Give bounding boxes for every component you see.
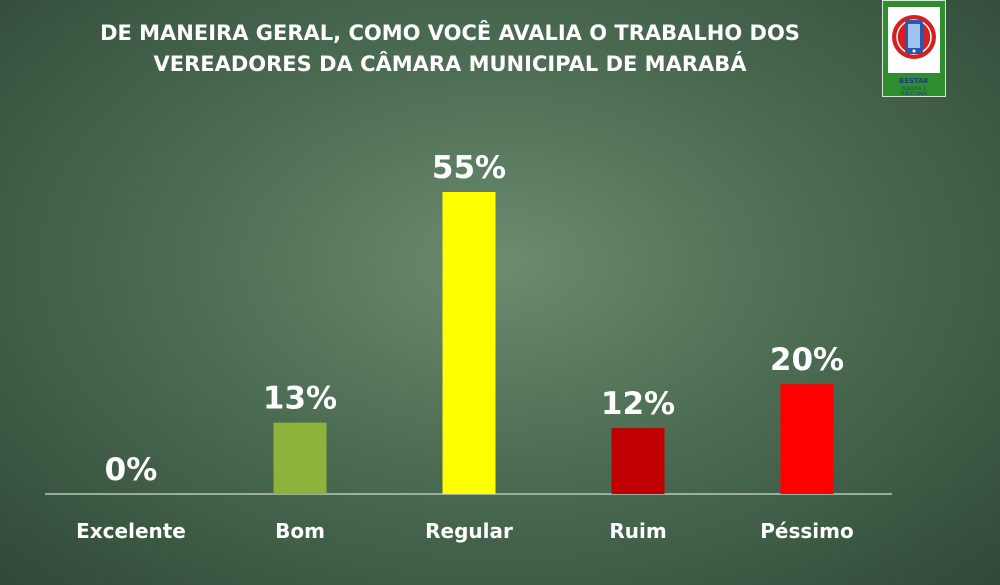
category-label-regular: Regular (425, 519, 513, 543)
logo-subtitle: PESQUISA E PUBLICIDADE (900, 86, 928, 96)
chart-title-line-1: DE MANEIRA GERAL, COMO VOCÊ AVALIA O TRA… (100, 21, 800, 45)
logo-emblem-icon (892, 15, 936, 59)
bars-group: 0% Excelente 13% Bom 55% Regular 12% Ruim 20% Pés… (76, 150, 854, 543)
value-label-pessimo: 20% (770, 342, 844, 378)
category-label-ruim: Ruim (609, 519, 666, 543)
bar-regular (442, 192, 496, 494)
bar-ruim (611, 428, 665, 494)
category-label-pessimo: Péssimo (760, 519, 853, 543)
bar-pessimo (780, 384, 834, 494)
bar-bom (273, 422, 327, 494)
bestak-logo: BESTAK PESQUISA E PUBLICIDADE (882, 0, 946, 97)
category-label-bom: Bom (275, 519, 325, 543)
value-label-regular: 55% (432, 150, 506, 186)
category-label-excelente: Excelente (76, 519, 186, 543)
value-label-ruim: 12% (601, 386, 675, 422)
logo-name: BESTAK (898, 77, 930, 85)
logo-panel: BESTAK PESQUISA E PUBLICIDADE (888, 7, 940, 96)
value-label-bom: 13% (263, 381, 337, 417)
chart-title: DE MANEIRA GERAL, COMO VOCÊ AVALIA O TRA… (60, 18, 840, 80)
chart-title-line-2: VEREADORES DA CÂMARA MUNICIPAL DE MARABÁ (153, 52, 747, 76)
value-label-excelente: 0% (105, 452, 158, 488)
